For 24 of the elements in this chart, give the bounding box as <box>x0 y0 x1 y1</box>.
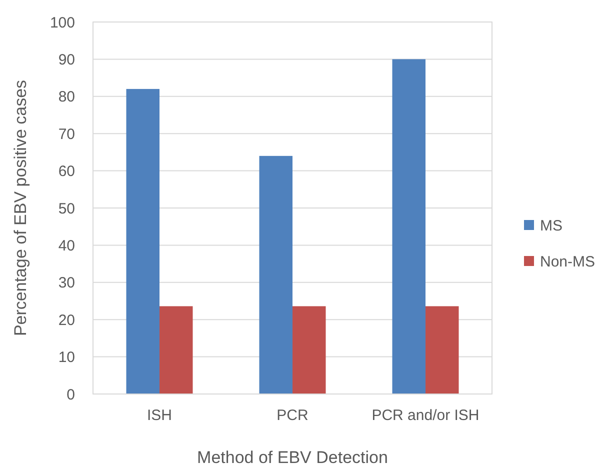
x-axis-title: Method of EBV Detection <box>197 448 388 467</box>
y-tick-label: 60 <box>58 163 75 180</box>
y-tick-label: 30 <box>58 274 75 292</box>
bar <box>160 306 193 394</box>
legend-label: Non-MS <box>540 253 596 270</box>
y-tick-label: 50 <box>58 200 75 218</box>
y-axis-title: Percentage of EBV positive cases <box>11 80 30 336</box>
y-tick-label: 70 <box>58 126 75 143</box>
y-tick-label: 10 <box>58 349 75 366</box>
x-tick-label: ISH <box>146 407 172 424</box>
y-tick-label: 90 <box>58 51 75 68</box>
bar <box>259 156 292 394</box>
y-tick-label: 80 <box>58 88 75 106</box>
legend-label: MS <box>540 217 562 234</box>
bar <box>126 88 160 394</box>
x-tick-label: PCR and/or ISH <box>372 407 480 424</box>
bar <box>392 59 426 394</box>
x-tick-label: PCR <box>276 407 308 424</box>
bar <box>426 306 459 394</box>
y-tick-label: 100 <box>50 14 75 32</box>
y-tick-label: 20 <box>58 312 75 329</box>
y-tick-label: 0 <box>66 386 75 404</box>
y-tick-label: 40 <box>58 237 75 254</box>
bar <box>292 306 326 394</box>
